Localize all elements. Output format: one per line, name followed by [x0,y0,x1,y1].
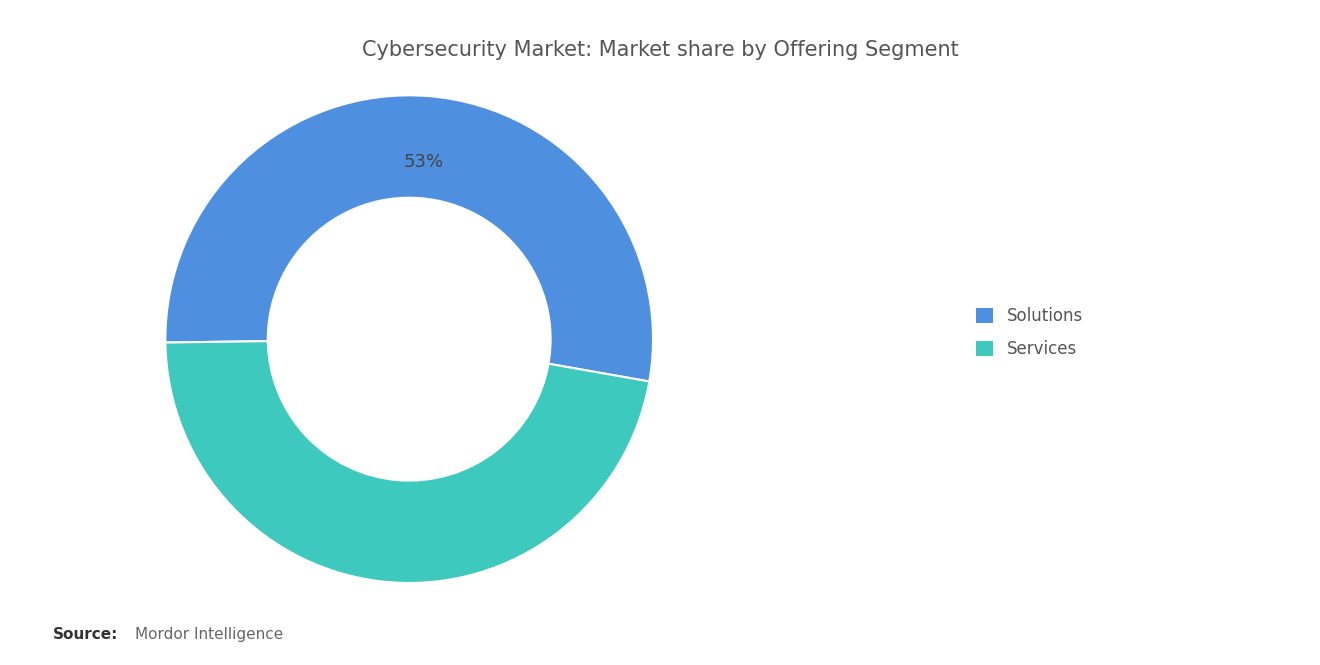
Wedge shape [165,95,653,382]
Wedge shape [165,341,649,583]
Legend: Solutions, Services: Solutions, Services [968,299,1092,366]
Text: Cybersecurity Market: Market share by Offering Segment: Cybersecurity Market: Market share by Of… [362,40,958,60]
Text: 53%: 53% [404,153,444,171]
Text: Source:: Source: [53,626,119,642]
Text: Mordor Intelligence: Mordor Intelligence [135,626,282,642]
